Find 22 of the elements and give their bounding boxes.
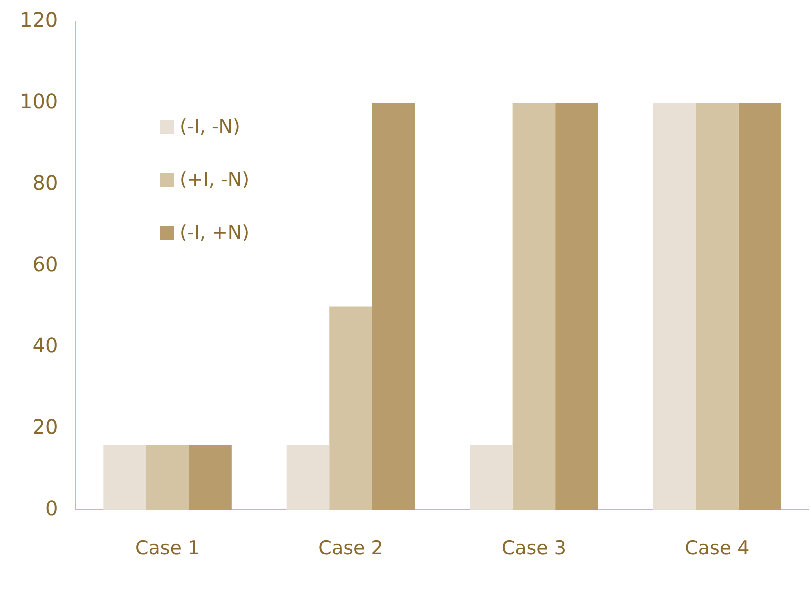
x-tick-label: Case 4 bbox=[685, 538, 750, 560]
y-tick-label: 100 bbox=[20, 90, 58, 114]
y-tick-label: 60 bbox=[32, 252, 58, 276]
bar bbox=[470, 445, 513, 510]
legend-label: (-I, -N) bbox=[180, 116, 240, 138]
y-tick-label: 0 bbox=[45, 496, 58, 520]
bar bbox=[189, 445, 232, 510]
legend-label: (+I, -N) bbox=[180, 168, 250, 190]
y-tick-label: 20 bbox=[32, 415, 58, 440]
bar bbox=[653, 103, 696, 510]
bar bbox=[738, 103, 782, 510]
legend-label: (-I, +N) bbox=[180, 222, 250, 244]
bar bbox=[556, 103, 598, 510]
bar bbox=[286, 445, 330, 510]
x-tick-label: Case 3 bbox=[502, 538, 567, 560]
bar bbox=[372, 103, 416, 510]
x-tick-label: Case 2 bbox=[318, 538, 384, 560]
x-tick-label: Case 1 bbox=[135, 538, 200, 560]
y-tick-label: 80 bbox=[32, 170, 58, 195]
y-tick-label: 40 bbox=[32, 334, 58, 358]
y-tick-label: 120 bbox=[20, 8, 58, 32]
bar bbox=[104, 445, 146, 510]
